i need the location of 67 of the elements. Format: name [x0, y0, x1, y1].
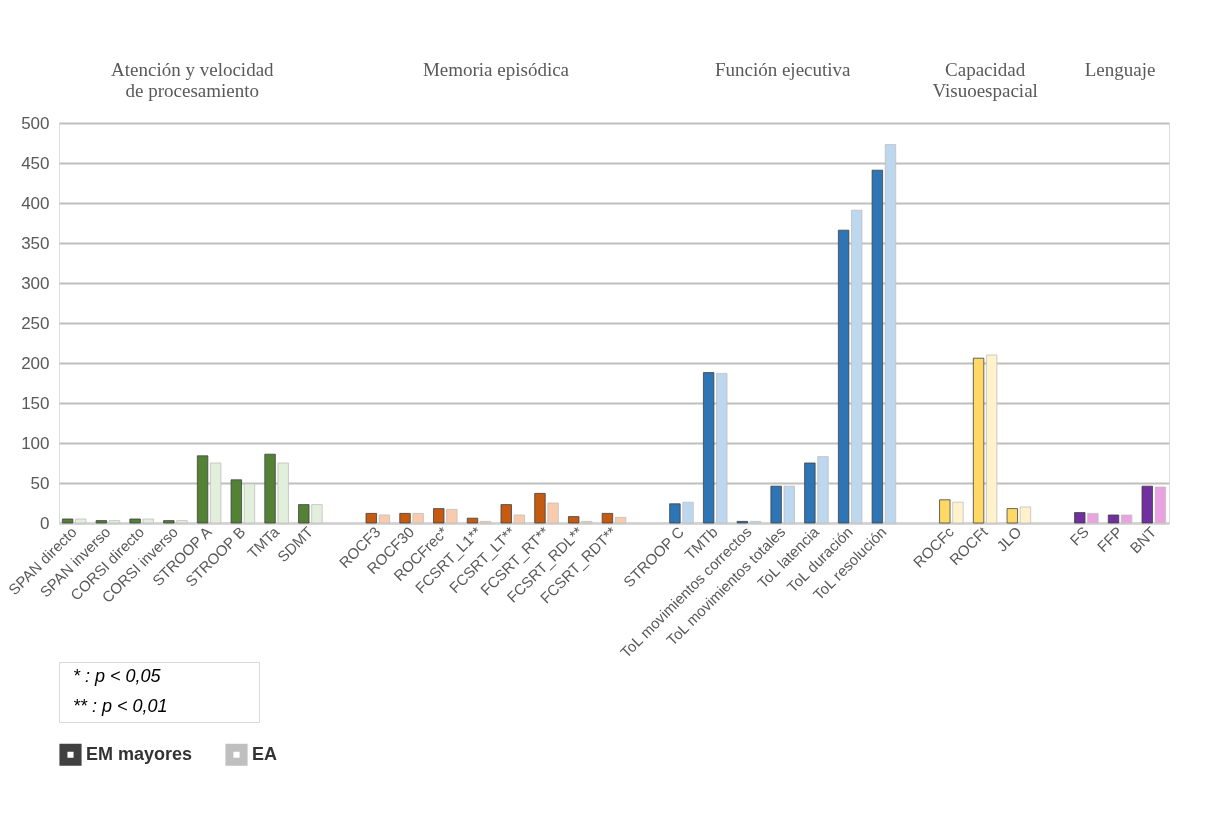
bar: [1019, 506, 1032, 524]
x-tick-label: FFP: [1093, 523, 1126, 556]
y-tick-label: 350: [21, 233, 50, 253]
bar: [466, 517, 479, 524]
bar: [804, 462, 816, 524]
bar: [378, 514, 391, 524]
y-tick-label: 0: [40, 513, 50, 533]
bar: [264, 453, 276, 524]
bar: [95, 520, 108, 524]
bar: [433, 508, 445, 524]
bar: [412, 513, 424, 524]
bar: [1074, 512, 1086, 524]
bar: [365, 513, 377, 524]
text: Capacidad Visuoespacial: [932, 59, 1038, 101]
x-tick-label: JLO: [993, 523, 1025, 555]
text: ** : p < 0,01: [73, 696, 168, 716]
bar: [1120, 514, 1133, 524]
y-tick-label: 100: [21, 433, 50, 453]
bar: [399, 513, 411, 524]
bar: [196, 455, 209, 524]
y-tick-label: 450: [21, 153, 50, 173]
bar: [871, 169, 883, 524]
bar: [163, 520, 175, 524]
y-tick-label: 250: [21, 313, 50, 333]
bar: [108, 520, 121, 524]
bar: [703, 372, 715, 524]
x-tick-label: FS: [1066, 523, 1092, 549]
bar: [669, 503, 681, 524]
legend-label: EM mayores: [86, 743, 193, 764]
bar: [1006, 508, 1018, 524]
bar: [142, 518, 154, 524]
bar: [682, 501, 694, 524]
bar: [614, 517, 627, 524]
bar: [568, 516, 580, 524]
bar: [601, 513, 614, 524]
y-tick-label: 500: [21, 113, 50, 133]
text: * : p < 0,05: [73, 666, 162, 686]
bar: [952, 501, 964, 524]
bar: [298, 504, 310, 524]
bar: [61, 518, 74, 524]
bar: [129, 518, 141, 524]
bar: [1107, 514, 1120, 524]
bar: [75, 518, 87, 524]
y-tick-label: 300: [21, 273, 50, 293]
bar: [500, 504, 512, 524]
bar: [176, 520, 188, 524]
text: Memoria episódica: [422, 59, 570, 80]
bar: [230, 479, 242, 524]
bar: [837, 229, 850, 524]
y-tick-label: 400: [21, 193, 50, 213]
bar: [534, 493, 546, 524]
bar: [770, 485, 782, 524]
text: Función ejecutiva: [714, 59, 852, 80]
text: Lenguaje: [1084, 59, 1156, 80]
bar: [939, 499, 951, 524]
legend-label: EA: [252, 743, 278, 764]
y-tick-label: 50: [30, 473, 50, 493]
text: Atención y velocidad de procesamiento: [111, 59, 275, 101]
bar: [547, 502, 559, 524]
y-tick-label: 150: [21, 393, 50, 413]
bar: [972, 357, 985, 524]
y-tick-label: 200: [21, 353, 50, 373]
bar: [1087, 513, 1099, 524]
bar: [311, 504, 323, 524]
bar: [1141, 485, 1153, 524]
bar: [513, 514, 525, 524]
bar: [446, 509, 458, 524]
